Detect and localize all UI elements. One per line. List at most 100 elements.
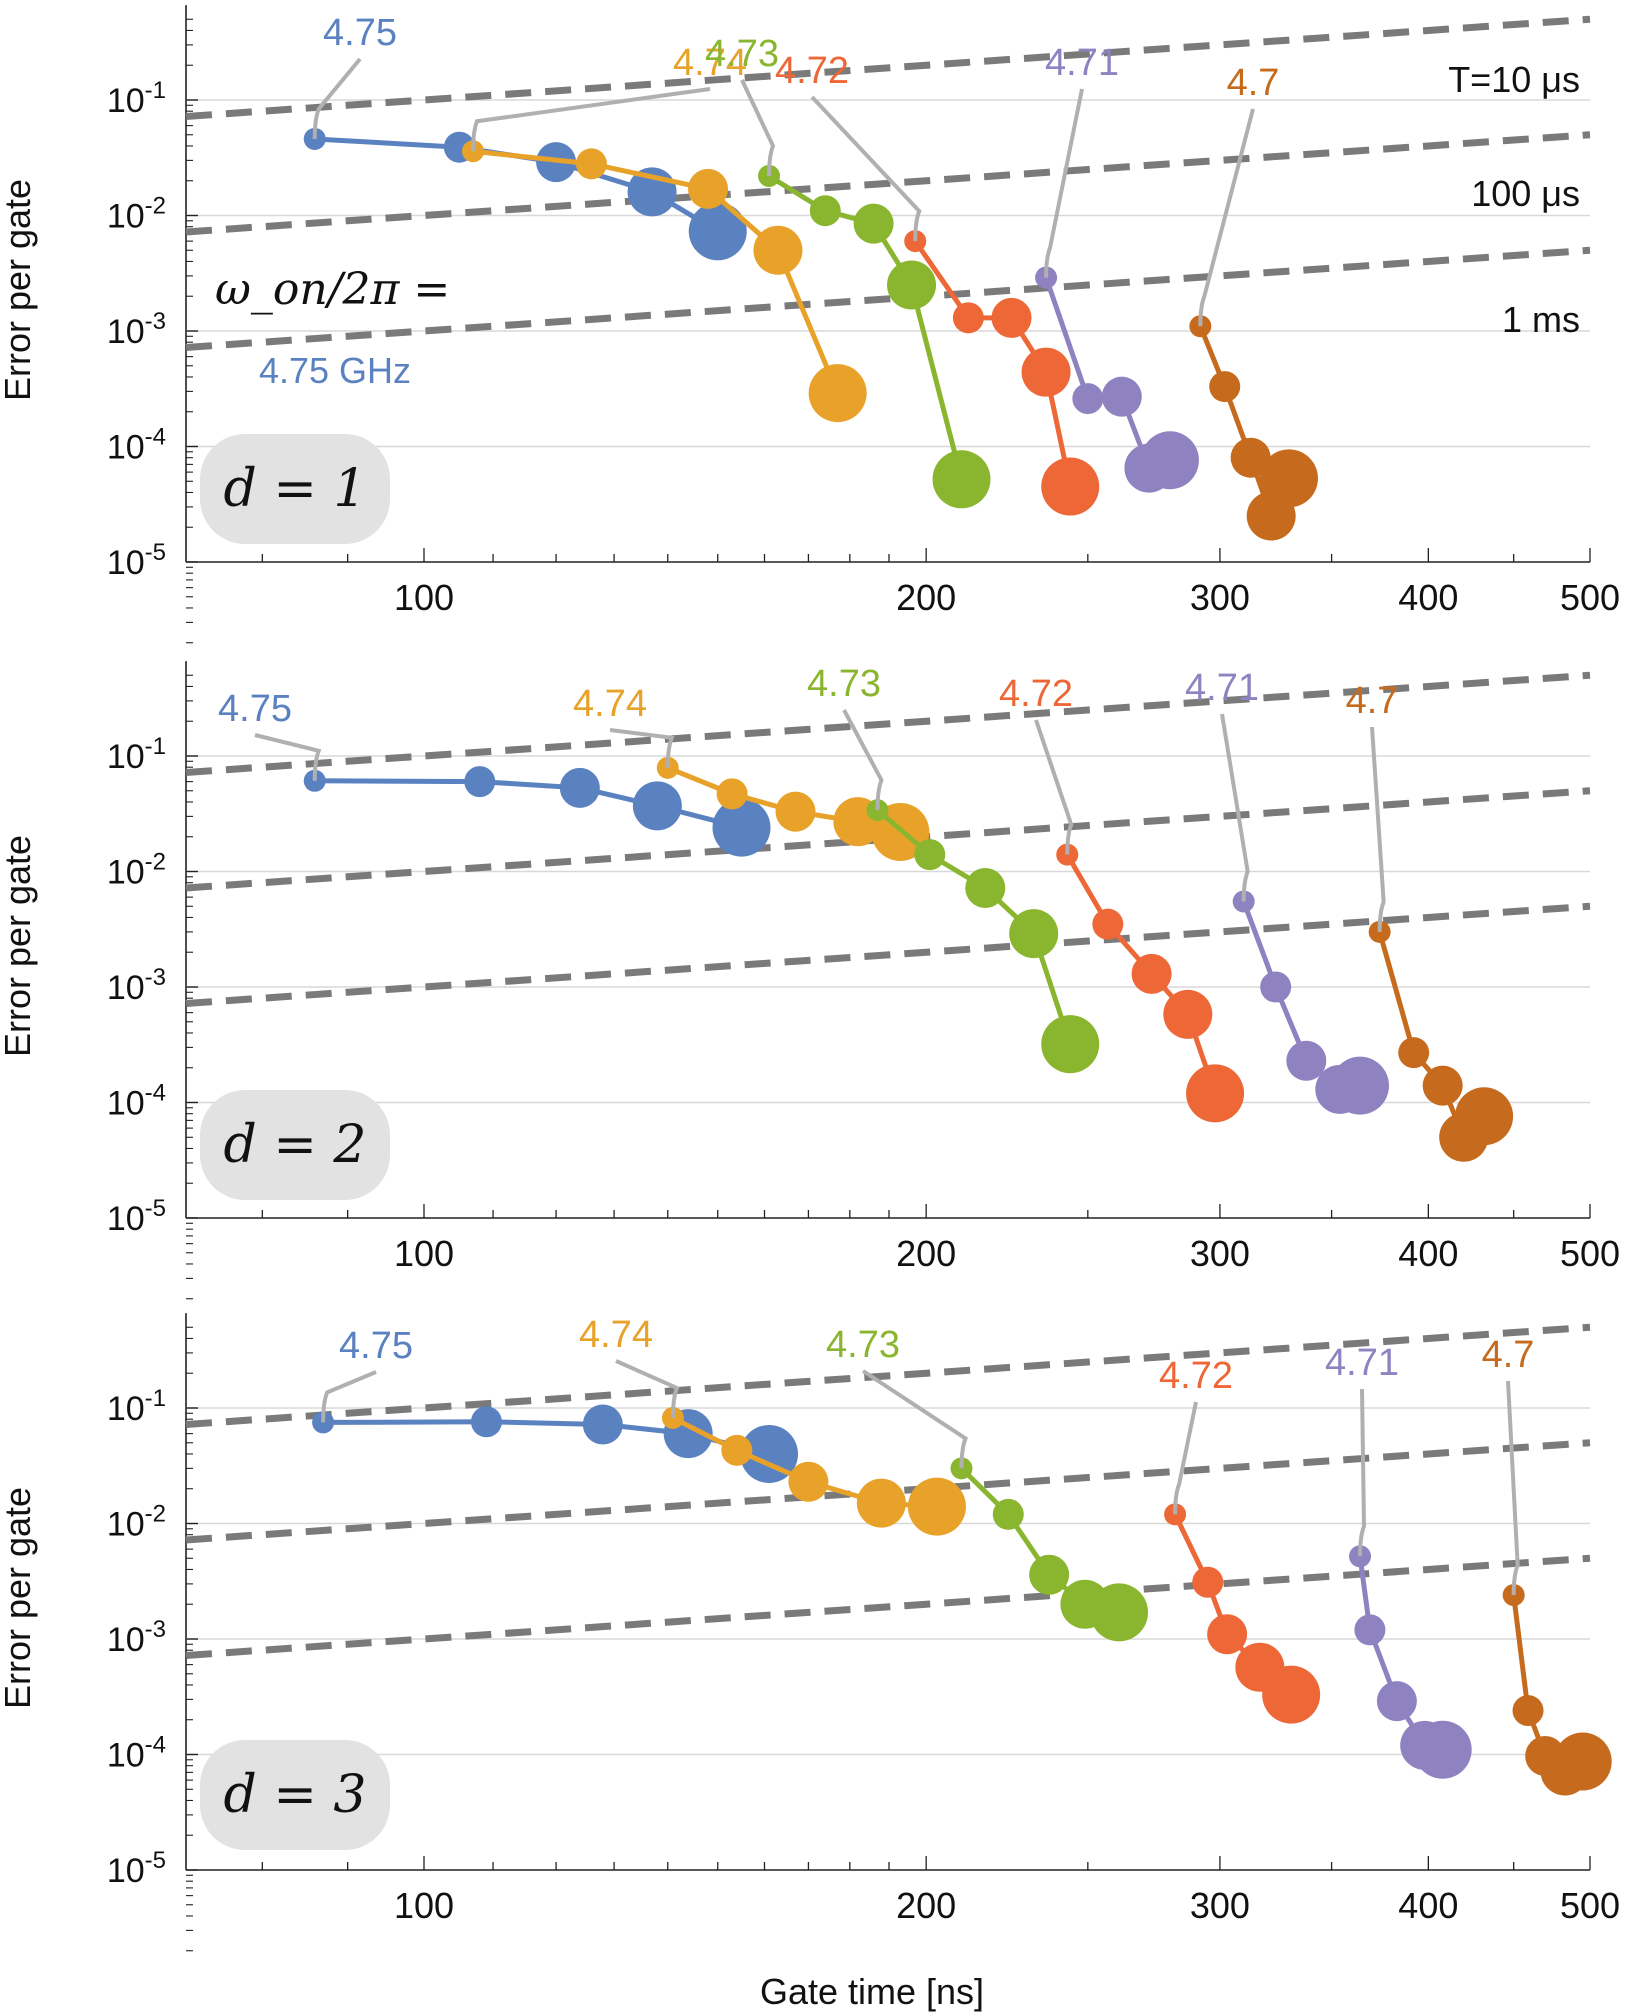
data-point [1041,457,1100,516]
data-point [1398,1037,1430,1069]
callout-line [609,728,675,768]
y-tick-exp: -4 [145,1080,166,1107]
callout-line [471,87,711,152]
series-label: 4.72 [1159,1355,1233,1397]
y-tick-base: 10 [107,429,145,467]
callout-line [1358,1388,1367,1557]
data-point [753,225,803,275]
line-label-1ms: 1 ms [1502,299,1580,340]
x-tick-label: 400 [1398,1233,1458,1274]
series-label: 4.74 [673,42,747,84]
y-tick-base: 10 [107,1390,145,1428]
data-point [1512,1695,1544,1727]
data-point [1209,371,1241,403]
y-tick-exp: -4 [145,424,166,451]
panel-label: d = 3 [224,1765,367,1825]
coherence-line-1 [185,671,1591,776]
series-label: 4.73 [826,1324,900,1366]
data-point [1354,1614,1386,1646]
coherence-line-3 [185,902,1591,1007]
data-point [1140,431,1199,490]
data-point [1029,1554,1070,1595]
callout-line [615,1359,680,1418]
series-line-4.71 [1357,1555,1444,1753]
y-tick-label: 10-5 [107,1847,166,1890]
callout-line [1370,726,1386,932]
coherence-line-1 [185,1323,1591,1428]
data-point [965,867,1006,908]
y-tick-label: 10-1 [107,1385,166,1428]
data-point [464,766,496,798]
callout-line [321,1370,377,1423]
y-tick-exp: -2 [145,193,166,220]
callout-line [254,733,322,781]
y-tick-base: 10 [107,1621,145,1659]
x-tick-label: 100 [394,577,454,618]
y-tick-base: 10 [107,1085,145,1123]
data-point [932,450,991,509]
data-point [1072,383,1104,415]
y-tick-base: 10 [107,1506,145,1544]
callout-line [1220,713,1250,902]
data-point [1207,1614,1248,1655]
panel-badge [200,1090,390,1200]
callout-line [861,1369,968,1469]
data-point [1262,1665,1321,1724]
data-point [1376,1681,1417,1722]
y-tick-label: 10-4 [107,1732,166,1775]
series-label: 4.7 [1227,62,1280,104]
x-tick-label: 500 [1560,1233,1620,1274]
y-tick-base: 10 [107,1737,145,1775]
y-tick-label: 10-4 [107,424,166,467]
data-point [632,781,682,831]
panel-badge [200,434,390,544]
coherence-line-3 [185,246,1591,351]
series-label: 4.72 [775,50,849,92]
data-point [992,1498,1024,1530]
y-tick-label: 10-2 [107,849,166,892]
series-label: 4.7 [1346,680,1399,722]
data-point [716,778,748,810]
data-point [1041,1015,1100,1074]
coherence-line-3 [185,1554,1591,1659]
y-tick-base: 10 [107,854,145,892]
y-tick-exp: -5 [145,1847,166,1874]
series-label: 4.73 [807,663,881,705]
callout-line [1034,719,1074,855]
series-label: 4.71 [1045,42,1119,84]
data-point [1131,953,1172,994]
y-axis-label: Error per gate [0,179,38,401]
frequency-first-label: 4.75 GHz [259,350,411,391]
data-point [470,1406,502,1438]
y-tick-exp: -3 [145,1616,166,1643]
data-point [788,1461,829,1502]
series-label: 4.7 [1482,1334,1535,1376]
x-tick-label: 500 [1560,1885,1620,1926]
panel-label: d = 1 [224,459,367,519]
series-label: 4.75 [323,12,397,54]
y-tick-label: 10-5 [107,1195,166,1238]
y-tick-label: 10-3 [107,308,166,351]
x-tick-label: 400 [1398,1885,1458,1926]
data-point [1021,347,1071,397]
y-tick-label: 10-5 [107,539,166,582]
series-label: 4.75 [339,1325,413,1367]
data-point [1090,1583,1149,1642]
y-tick-label: 10-1 [107,733,166,776]
data-point [775,791,816,832]
data-point [688,202,747,261]
data-point [559,767,600,808]
y-tick-exp: -1 [145,77,166,104]
series-label: 4.72 [999,673,1073,715]
y-tick-exp: -3 [145,308,166,335]
x-tick-label: 200 [896,1885,956,1926]
x-tick-label: 100 [394,1885,454,1926]
x-tick-label: 300 [1190,577,1250,618]
data-point [721,1434,753,1466]
data-point [1192,1566,1224,1598]
y-tick-base: 10 [107,82,145,120]
x-tick-label: 400 [1398,577,1458,618]
data-point [575,148,607,180]
